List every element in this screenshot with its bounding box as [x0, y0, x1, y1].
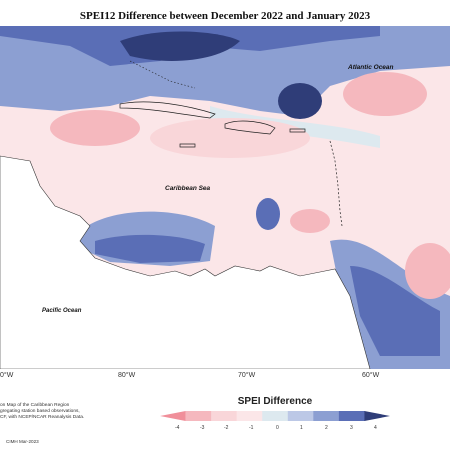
atlantic-pink-blob — [343, 72, 427, 116]
legend-swatch — [160, 411, 186, 421]
venezuela-blob — [256, 198, 280, 230]
lon-label-0: 0°W — [0, 372, 14, 379]
lon-label-80: 80°W — [118, 372, 136, 379]
caption-text: on Map of the Caribbean Region gregating… — [0, 403, 85, 420]
legend-title: SPEI Difference — [237, 396, 313, 407]
legend-tick: 0 — [276, 425, 279, 431]
legend-tick: -2 — [224, 425, 229, 431]
legend-swatch — [364, 411, 390, 421]
island-hispaniola — [224, 120, 276, 135]
caribbean-pink-2 — [150, 118, 310, 158]
spei-map — [0, 26, 450, 369]
island-cuba — [119, 101, 216, 119]
map-title: SPEI12 Difference between December 2022 … — [79, 10, 371, 22]
legend-swatch — [262, 411, 289, 421]
legend-swatch — [236, 411, 263, 421]
guiana-dark — [350, 266, 440, 356]
land-central-america — [0, 155, 371, 369]
island-jamaica — [179, 143, 196, 148]
caribbean-pink-3 — [290, 209, 330, 233]
label-atlantic-ocean: Atlantic Ocean — [348, 64, 394, 71]
atlantic-pink-blob-2 — [405, 243, 450, 299]
label-pacific-ocean: Pacific Ocean — [42, 308, 82, 314]
legend-swatch — [313, 411, 340, 421]
lon-label-60: 60°W — [362, 372, 380, 379]
legend-tick: 4 — [374, 425, 377, 431]
legend-tick: -4 — [175, 425, 180, 431]
north-deep-patch — [120, 31, 240, 61]
legend-swatch — [185, 411, 212, 421]
caribbean-pink-1 — [50, 110, 140, 146]
atlantic-dark-blob — [278, 83, 322, 119]
legend-tick: 2 — [325, 425, 328, 431]
legend-tick: 1 — [300, 425, 303, 431]
legend-tick: 3 — [350, 425, 353, 431]
legend-swatch — [338, 411, 365, 421]
credit-text: CIMH Mar-2023 — [6, 439, 39, 444]
legend-swatch — [287, 411, 314, 421]
legend-tick: -1 — [249, 425, 254, 431]
legend-colorbar — [160, 411, 390, 421]
central-america-dark — [95, 234, 205, 263]
label-caribbean-sea: Caribbean Sea — [165, 185, 211, 192]
legend-tick: -3 — [200, 425, 205, 431]
lesser-antilles — [329, 140, 343, 227]
lon-label-70: 70°W — [238, 372, 256, 379]
bahamas-chain — [129, 60, 196, 89]
legend-swatch — [211, 411, 238, 421]
island-puerto-rico — [289, 128, 306, 133]
